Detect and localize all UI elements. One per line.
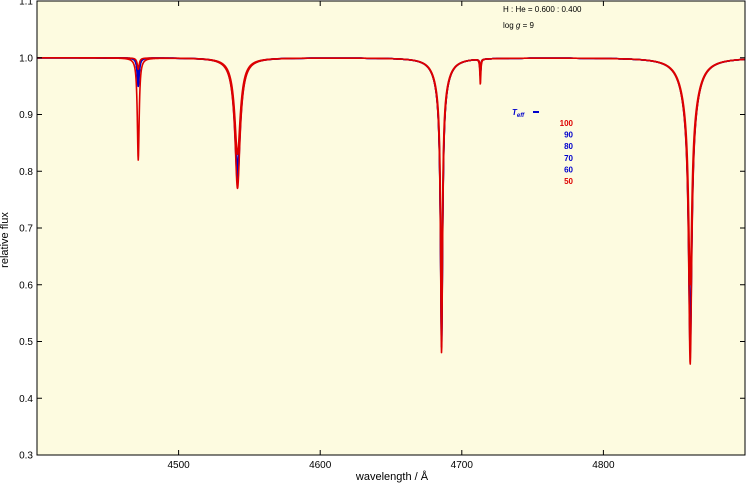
legend-entry-60: 60	[564, 165, 573, 174]
y-tick-label: 0.7	[19, 224, 33, 235]
legend-title: Teff	[512, 108, 525, 119]
legend-entries: 100 90 80 70 60 50	[560, 119, 574, 186]
plot-area	[37, 1, 745, 455]
legend-entry-80: 80	[564, 142, 573, 151]
y-tick-label: 1.1	[19, 0, 33, 8]
y-tick-label: 1.0	[19, 53, 33, 64]
y-tick-label: 0.5	[19, 337, 33, 348]
gravity-annotation: log g = 9	[503, 21, 535, 30]
series-line-50	[36, 57, 746, 286]
x-tick-label: 4600	[309, 460, 332, 471]
y-tick-label: 0.6	[19, 280, 33, 291]
legend-entry-90: 90	[564, 131, 573, 140]
x-tick-label: 4700	[451, 460, 474, 471]
y-tick-label: 0.9	[19, 110, 33, 121]
legend-entry-100: 100	[560, 119, 574, 128]
composition-annotation: H : He = 0.600 : 0.400	[503, 5, 582, 14]
legend-entry-50: 50	[564, 177, 573, 186]
y-axis-label: relative flux	[0, 212, 11, 268]
legend: Teff 100 90 80 70 60 50	[512, 108, 574, 186]
series-layer	[36, 57, 746, 365]
x-axis-label: wavelength / Å	[355, 470, 429, 483]
x-tick-label: 4500	[167, 460, 190, 471]
x-tick-label: 4800	[592, 460, 615, 471]
y-tick-label: 0.4	[19, 394, 33, 405]
legend-entry-70: 70	[564, 154, 573, 163]
y-tick-label: 0.8	[19, 167, 33, 178]
ticks-layer: 4500 4600 4700 4800 0.3 0.4 0.5 0.6 0.7 0.8 0.9 1.0…	[19, 0, 745, 471]
y-tick-label: 0.3	[19, 451, 33, 462]
